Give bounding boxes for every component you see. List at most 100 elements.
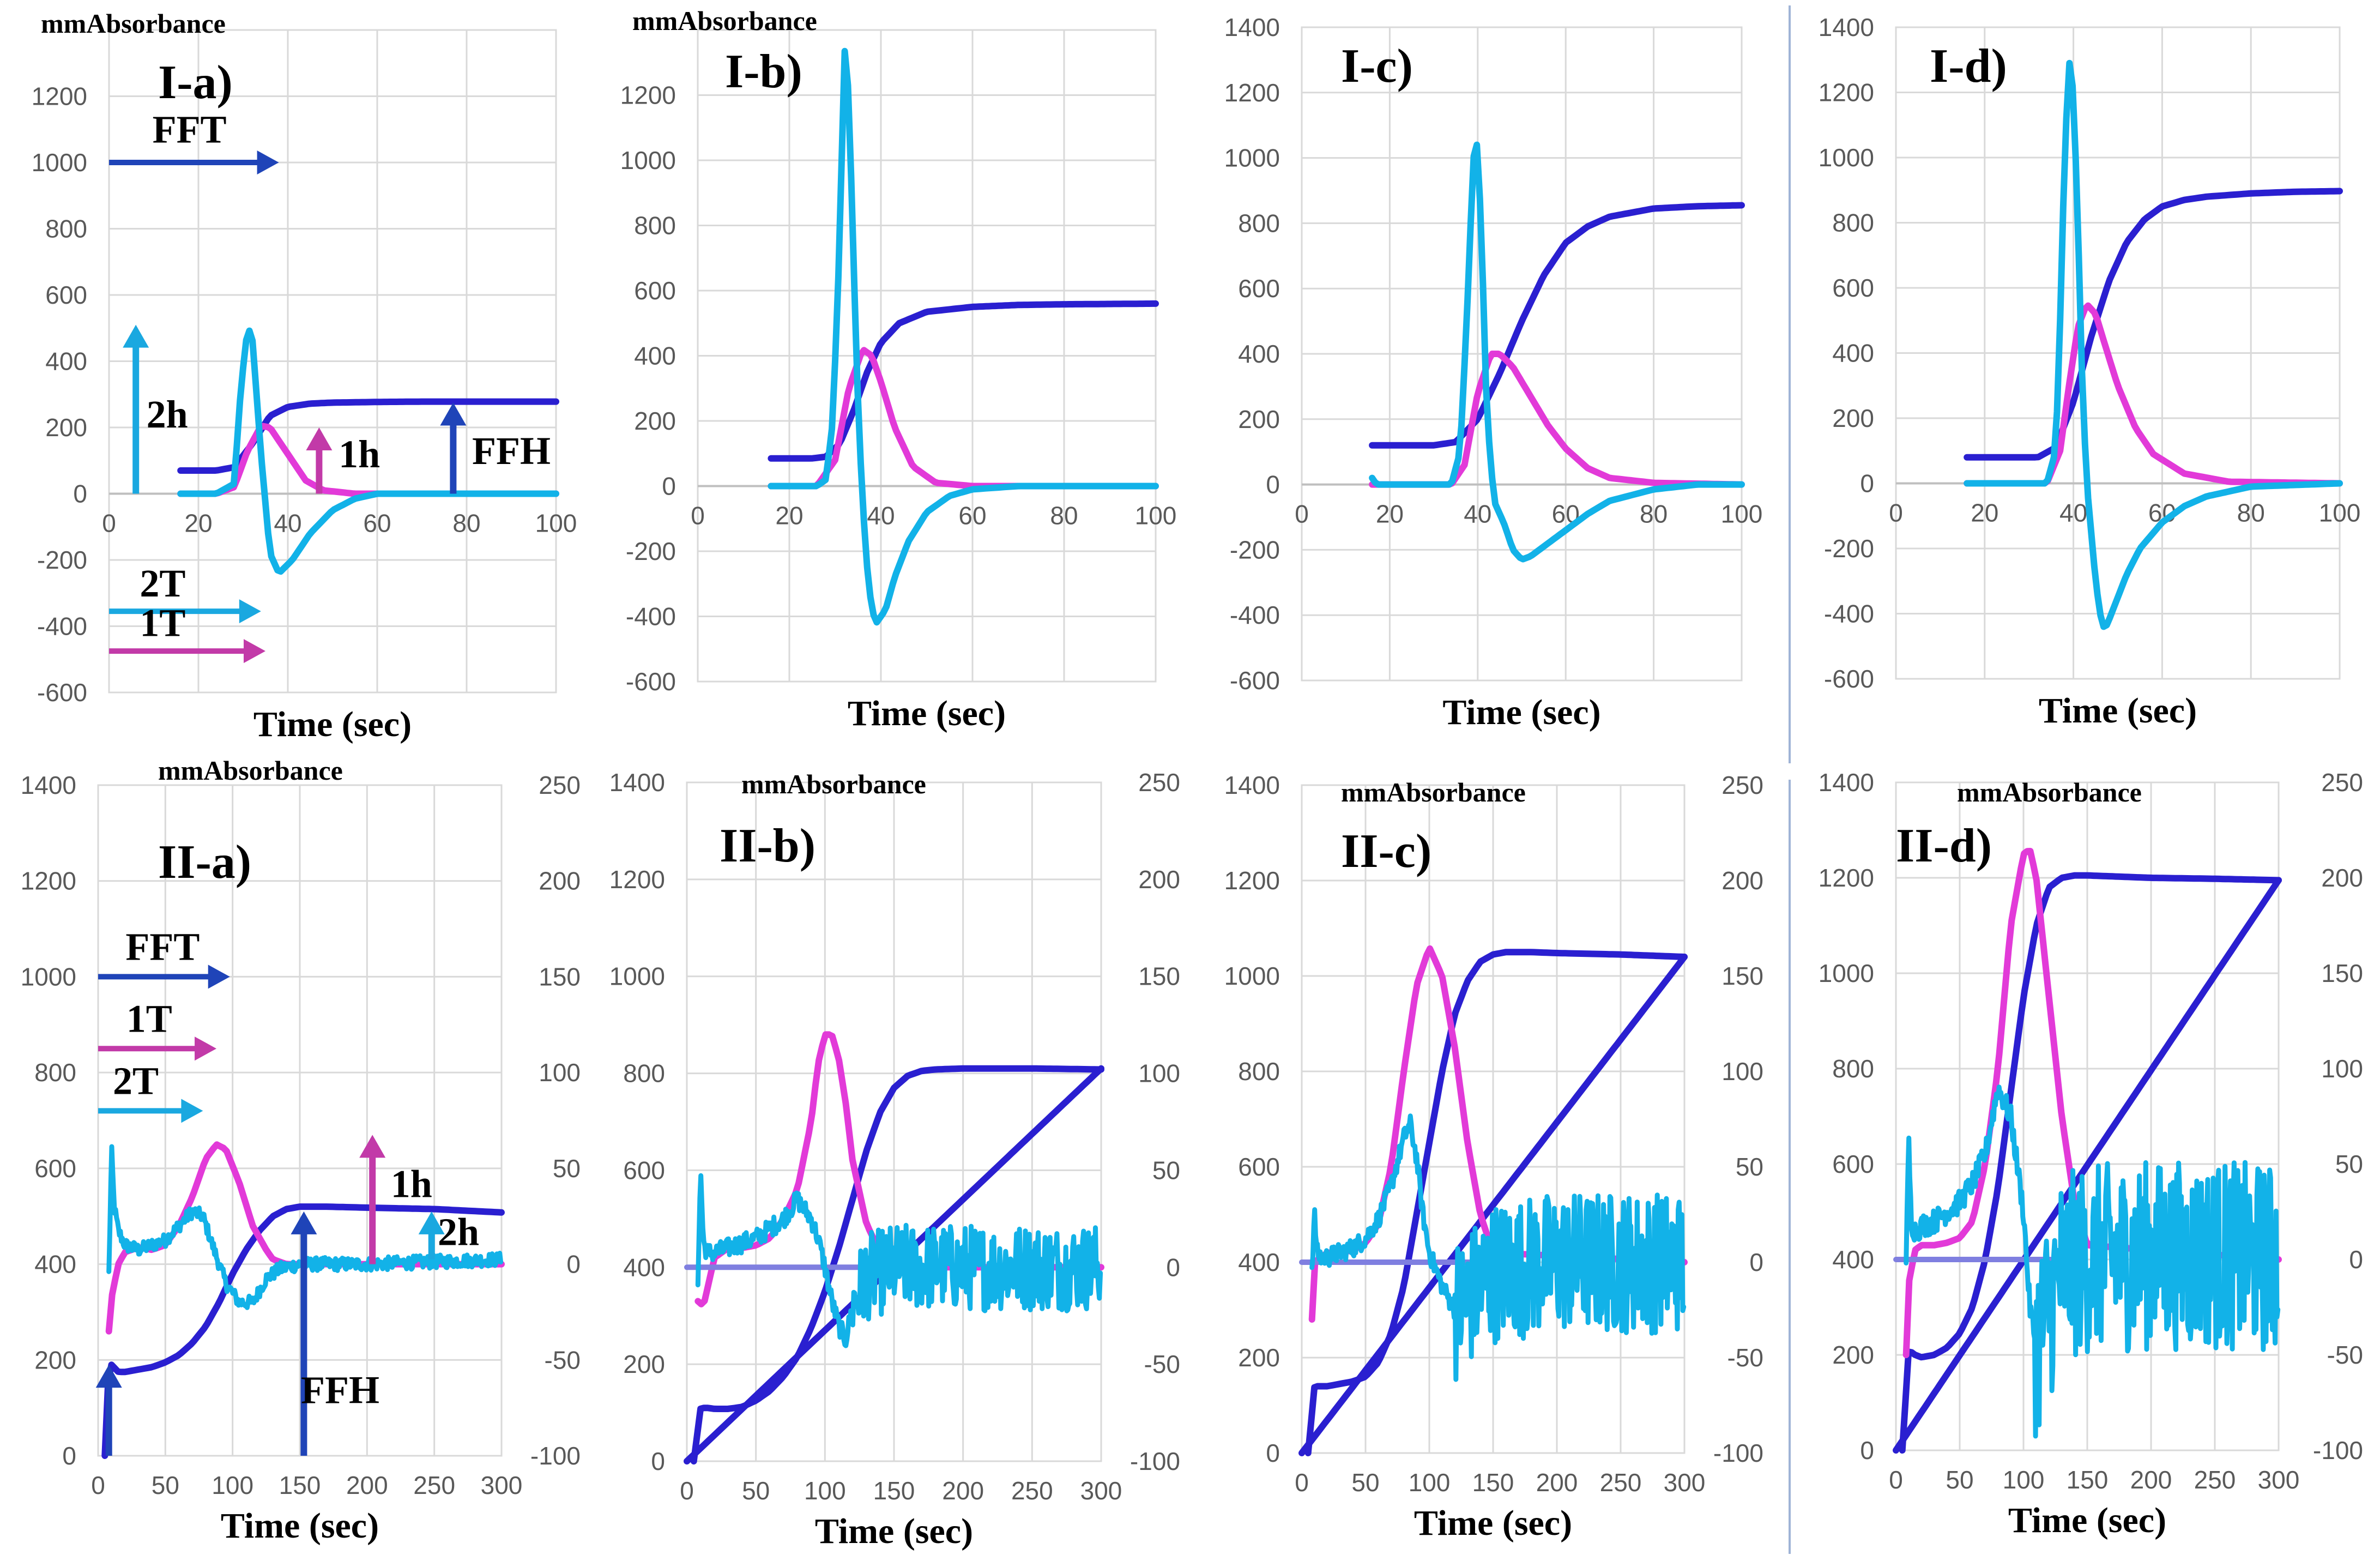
- y-tick-label: 600: [34, 1154, 76, 1183]
- x-tick-label: 0: [691, 502, 705, 530]
- y-tick-label: 1400: [1819, 768, 1874, 797]
- y-tick-label: 200: [34, 1346, 76, 1374]
- charts-group: 0 20 40 60 80 100-600-400-2000200400600800100…: [21, 5, 2363, 1551]
- plot-frame: [1895, 26, 2341, 680]
- x-tick-label: 150: [873, 1476, 915, 1505]
- y-tick-label: -200: [626, 537, 676, 565]
- y-tick-label: 400: [1832, 339, 1874, 367]
- chart-ii-b: 0 50 100 150 200 250 3000200400600800100012001…: [609, 768, 1180, 1551]
- plot-frame: [1301, 26, 1743, 682]
- x-tick-label: 300: [481, 1471, 523, 1499]
- y-axis-label: mmAbsorbance: [632, 5, 817, 36]
- series-line-ffh: [1304, 949, 1688, 1456]
- series-line-ffh: [1964, 188, 2343, 461]
- annotation-label: 1h: [339, 432, 380, 476]
- x-tick-label: 200: [1536, 1468, 1578, 1497]
- annotation-label: 2T: [113, 1059, 159, 1103]
- y-tick-label: 1200: [620, 81, 676, 110]
- y-tick-label: -200: [1824, 534, 1874, 563]
- y2-tick-label: 250: [1721, 771, 1763, 799]
- y2-tick-label: 250: [539, 771, 581, 799]
- x-axis-label: Time (sec): [848, 694, 1006, 733]
- x-tick-label: 100: [2319, 499, 2361, 527]
- y-tick-label: 1400: [1224, 771, 1280, 799]
- y-tick-label: 400: [1238, 1248, 1280, 1276]
- y-axis-label: mmAbsorbance: [1341, 777, 1526, 807]
- annotation-arrow-head: [244, 639, 265, 664]
- y-tick-label: 0: [73, 480, 87, 508]
- x-tick-label: 250: [1011, 1476, 1053, 1505]
- annotation-arrow-head: [181, 1099, 203, 1123]
- annotation-arrow-head: [359, 1135, 386, 1158]
- x-axis-label: Time (sec): [1414, 1503, 1572, 1543]
- x-tick-label: 200: [942, 1476, 984, 1505]
- panel-title: II-d): [1896, 819, 1992, 872]
- y-tick-label: 0: [1266, 471, 1280, 499]
- x-tick-label: 0: [1889, 499, 1903, 527]
- y2-tick-label: 150: [2321, 959, 2363, 987]
- y2-tick-label: 50: [2335, 1150, 2363, 1178]
- y-tick-label: 200: [1238, 1343, 1280, 1372]
- x-tick-label: 250: [413, 1471, 455, 1499]
- y2-tick-label: -50: [545, 1346, 581, 1374]
- y-tick-label: 1000: [21, 962, 76, 991]
- y-axis-label: mmAbsorbance: [741, 769, 926, 799]
- y-tick-label: 1000: [620, 146, 676, 174]
- x-tick-label: 50: [1946, 1466, 1973, 1494]
- x-tick-label: 40: [867, 502, 895, 530]
- annotation-arrow-head: [239, 599, 261, 624]
- y2-tick-label: -50: [1727, 1343, 1763, 1372]
- annotation-label: 1h: [391, 1162, 432, 1206]
- y2-tick-label: 50: [1152, 1156, 1180, 1184]
- chart-ii-c: 0 50 100 150 200 250 3000200400600800100012001…: [1224, 771, 1763, 1543]
- y-tick-label: 1200: [609, 865, 665, 894]
- annotation-arrow-head: [95, 1365, 122, 1388]
- y-tick-label: 400: [1238, 340, 1280, 368]
- x-tick-label: 0: [91, 1471, 105, 1499]
- y-tick-label: 0: [1860, 1436, 1874, 1464]
- x-axis-label: Time (sec): [253, 704, 412, 744]
- y-tick-label: 1200: [32, 82, 87, 111]
- y-tick-label: -600: [1230, 666, 1280, 695]
- x-tick-label: 300: [2258, 1466, 2300, 1494]
- x-tick-label: 150: [279, 1471, 321, 1499]
- series-line-2t: [1964, 59, 2343, 630]
- x-tick-label: 200: [346, 1471, 388, 1499]
- x-tick-label: 0: [1889, 1466, 1903, 1494]
- x-axis-label: Time (sec): [815, 1511, 973, 1551]
- y2-tick-label: -100: [2313, 1436, 2363, 1464]
- y-tick-label: 600: [1832, 274, 1874, 302]
- x-tick-label: 250: [1600, 1468, 1642, 1497]
- y-tick-label: 200: [1832, 1341, 1874, 1369]
- chart-i-a: 0 20 40 60 80 100 -600 -400 -200 0 200 400 600 800 100…: [32, 8, 577, 744]
- y2-tick-label: 100: [1138, 1059, 1180, 1088]
- y-tick-label: 400: [634, 342, 676, 370]
- y-tick-label: 1200: [1224, 79, 1280, 107]
- x-tick-label: 0: [102, 509, 116, 538]
- x-tick-label: 50: [742, 1476, 770, 1505]
- x-tick-label: 80: [1050, 502, 1078, 530]
- annotation-label: 1T: [126, 997, 172, 1040]
- panel-title: II-a): [158, 836, 251, 889]
- chart-ii-a: 0 50 100 150 200 250 3000200400600800100012001…: [21, 755, 581, 1546]
- y-tick-label: 1400: [21, 771, 76, 799]
- x-tick-label: 100: [1721, 500, 1763, 528]
- y2-tick-label: -50: [1144, 1350, 1180, 1378]
- y-tick-label: 200: [623, 1350, 665, 1378]
- series-line-ffh: [1369, 202, 1745, 449]
- panel-title: I-d): [1930, 40, 2007, 93]
- x-tick-label: 60: [958, 502, 986, 530]
- x-tick-label: 150: [1472, 1468, 1514, 1497]
- y-tick-label: 1000: [32, 148, 87, 177]
- x-tick-label: 80: [1640, 500, 1668, 528]
- y-tick-label: 600: [45, 281, 87, 309]
- annotation-arrow-head: [257, 150, 279, 174]
- y2-tick-label: 100: [1721, 1057, 1763, 1086]
- y-tick-label: 400: [623, 1253, 665, 1281]
- y-tick-label: 600: [634, 276, 676, 305]
- plot-frame: [97, 784, 503, 1457]
- y-tick-label: 1000: [1819, 143, 1874, 172]
- annotation-arrow-head: [195, 1036, 217, 1061]
- x-tick-label: 40: [1464, 500, 1491, 528]
- series-line-2t: [1904, 1084, 2281, 1439]
